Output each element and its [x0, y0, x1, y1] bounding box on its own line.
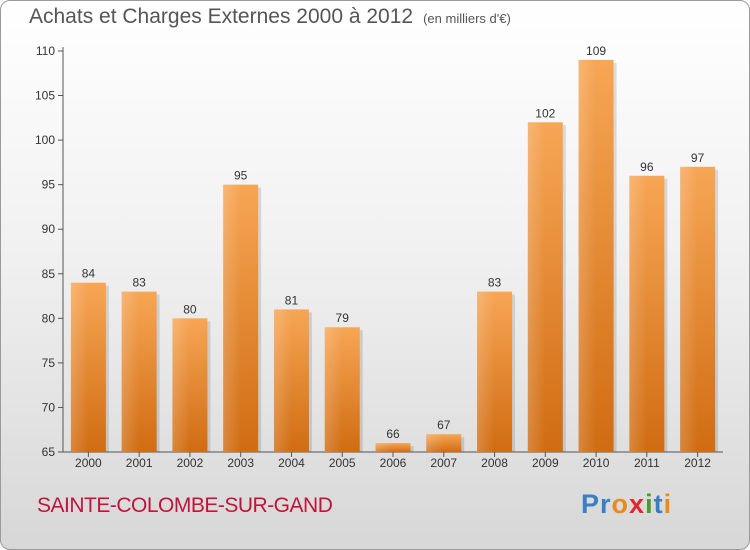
data-label: 83	[132, 276, 146, 290]
data-label: 80	[183, 302, 197, 316]
bar-group: 83	[477, 276, 516, 452]
bar-highlight	[223, 184, 241, 452]
x-tick-label: 2002	[177, 456, 204, 470]
data-label: 102	[535, 106, 555, 120]
bar-group: 95	[223, 169, 262, 452]
bar-highlight	[578, 59, 597, 453]
logo-letter: t	[653, 489, 664, 519]
x-tick-label: 2009	[532, 456, 559, 470]
bar-highlight	[172, 318, 190, 452]
y-tick-label: 65	[42, 445, 56, 459]
x-tick-label: 2011	[634, 456, 660, 470]
y-tick-label: 105	[35, 89, 55, 103]
y-tick-label: 75	[42, 356, 56, 370]
logo-letter: i	[663, 489, 673, 519]
bar-highlight	[629, 175, 647, 452]
bar-group: 79	[324, 311, 363, 452]
bar-group: 84	[70, 267, 109, 452]
bar-group: 67	[426, 418, 465, 452]
bar-group: 83	[121, 276, 160, 452]
data-label: 67	[437, 418, 451, 432]
commune-name: SAINTE-COLOMBE-SUR-GAND	[37, 494, 333, 517]
bar-group: 96	[629, 160, 668, 452]
data-label: 84	[82, 267, 96, 281]
bar-highlight	[426, 434, 444, 452]
y-tick-label: 90	[42, 222, 56, 236]
x-tick-label: 2001	[126, 456, 153, 470]
logo-letter: r	[600, 489, 612, 519]
x-tick-label: 2007	[430, 456, 457, 470]
x-tick-label: 2012	[684, 456, 711, 470]
title-text: Achats et Charges Externes 2000 à 2012	[29, 5, 414, 28]
bar-highlight	[477, 291, 495, 452]
bar-group: 80	[172, 302, 211, 452]
y-tick-label: 100	[35, 133, 55, 147]
y-tick-label: 85	[42, 267, 56, 281]
x-tick-label: 2004	[278, 456, 305, 470]
proxiti-logo: Proxiti	[581, 489, 672, 520]
data-label: 109	[586, 44, 606, 58]
bar-highlight	[273, 309, 292, 452]
y-tick-label: 110	[36, 44, 55, 58]
y-tick-label: 70	[42, 400, 56, 414]
y-tick-label: 80	[42, 311, 56, 325]
bar-group: 81	[273, 293, 312, 452]
bar-highlight	[680, 166, 698, 452]
bar-group: 109	[578, 44, 617, 453]
data-label: 96	[640, 160, 654, 174]
data-label: 79	[336, 311, 350, 325]
data-label: 83	[488, 276, 502, 290]
bar-highlight	[324, 327, 343, 452]
logo-letter: P	[581, 489, 601, 519]
logo-letter: x	[629, 489, 646, 519]
y-tick-label: 95	[42, 178, 56, 192]
data-label: 97	[691, 151, 705, 165]
x-tick-label: 2010	[583, 456, 610, 470]
bar-highlight	[527, 122, 546, 453]
bar-highlight	[121, 291, 140, 452]
x-tick-label: 2003	[227, 456, 254, 470]
x-tick-label: 2008	[481, 456, 508, 470]
data-label: 81	[285, 293, 299, 307]
logo-letter: i	[645, 489, 654, 519]
bar-highlight	[375, 443, 393, 452]
logo-letter: o	[611, 489, 630, 519]
bar-highlight	[70, 282, 89, 452]
x-tick-label: 2000	[75, 456, 102, 470]
data-label: 95	[234, 169, 248, 183]
x-tick-label: 2005	[329, 456, 356, 470]
bar-group: 66	[375, 427, 414, 452]
bars: 84 83 80 95 81 79 66 67 83 102 109 96 97	[70, 44, 719, 453]
chart-title: Achats et Charges Externes 2000 à 2012 (e…	[29, 5, 511, 29]
chart-subtitle: (en milliers d'€)	[423, 11, 511, 26]
bar-group: 102	[527, 106, 566, 453]
data-label: 66	[386, 427, 400, 441]
bar-group: 97	[680, 151, 719, 452]
x-tick-label: 2006	[380, 456, 407, 470]
